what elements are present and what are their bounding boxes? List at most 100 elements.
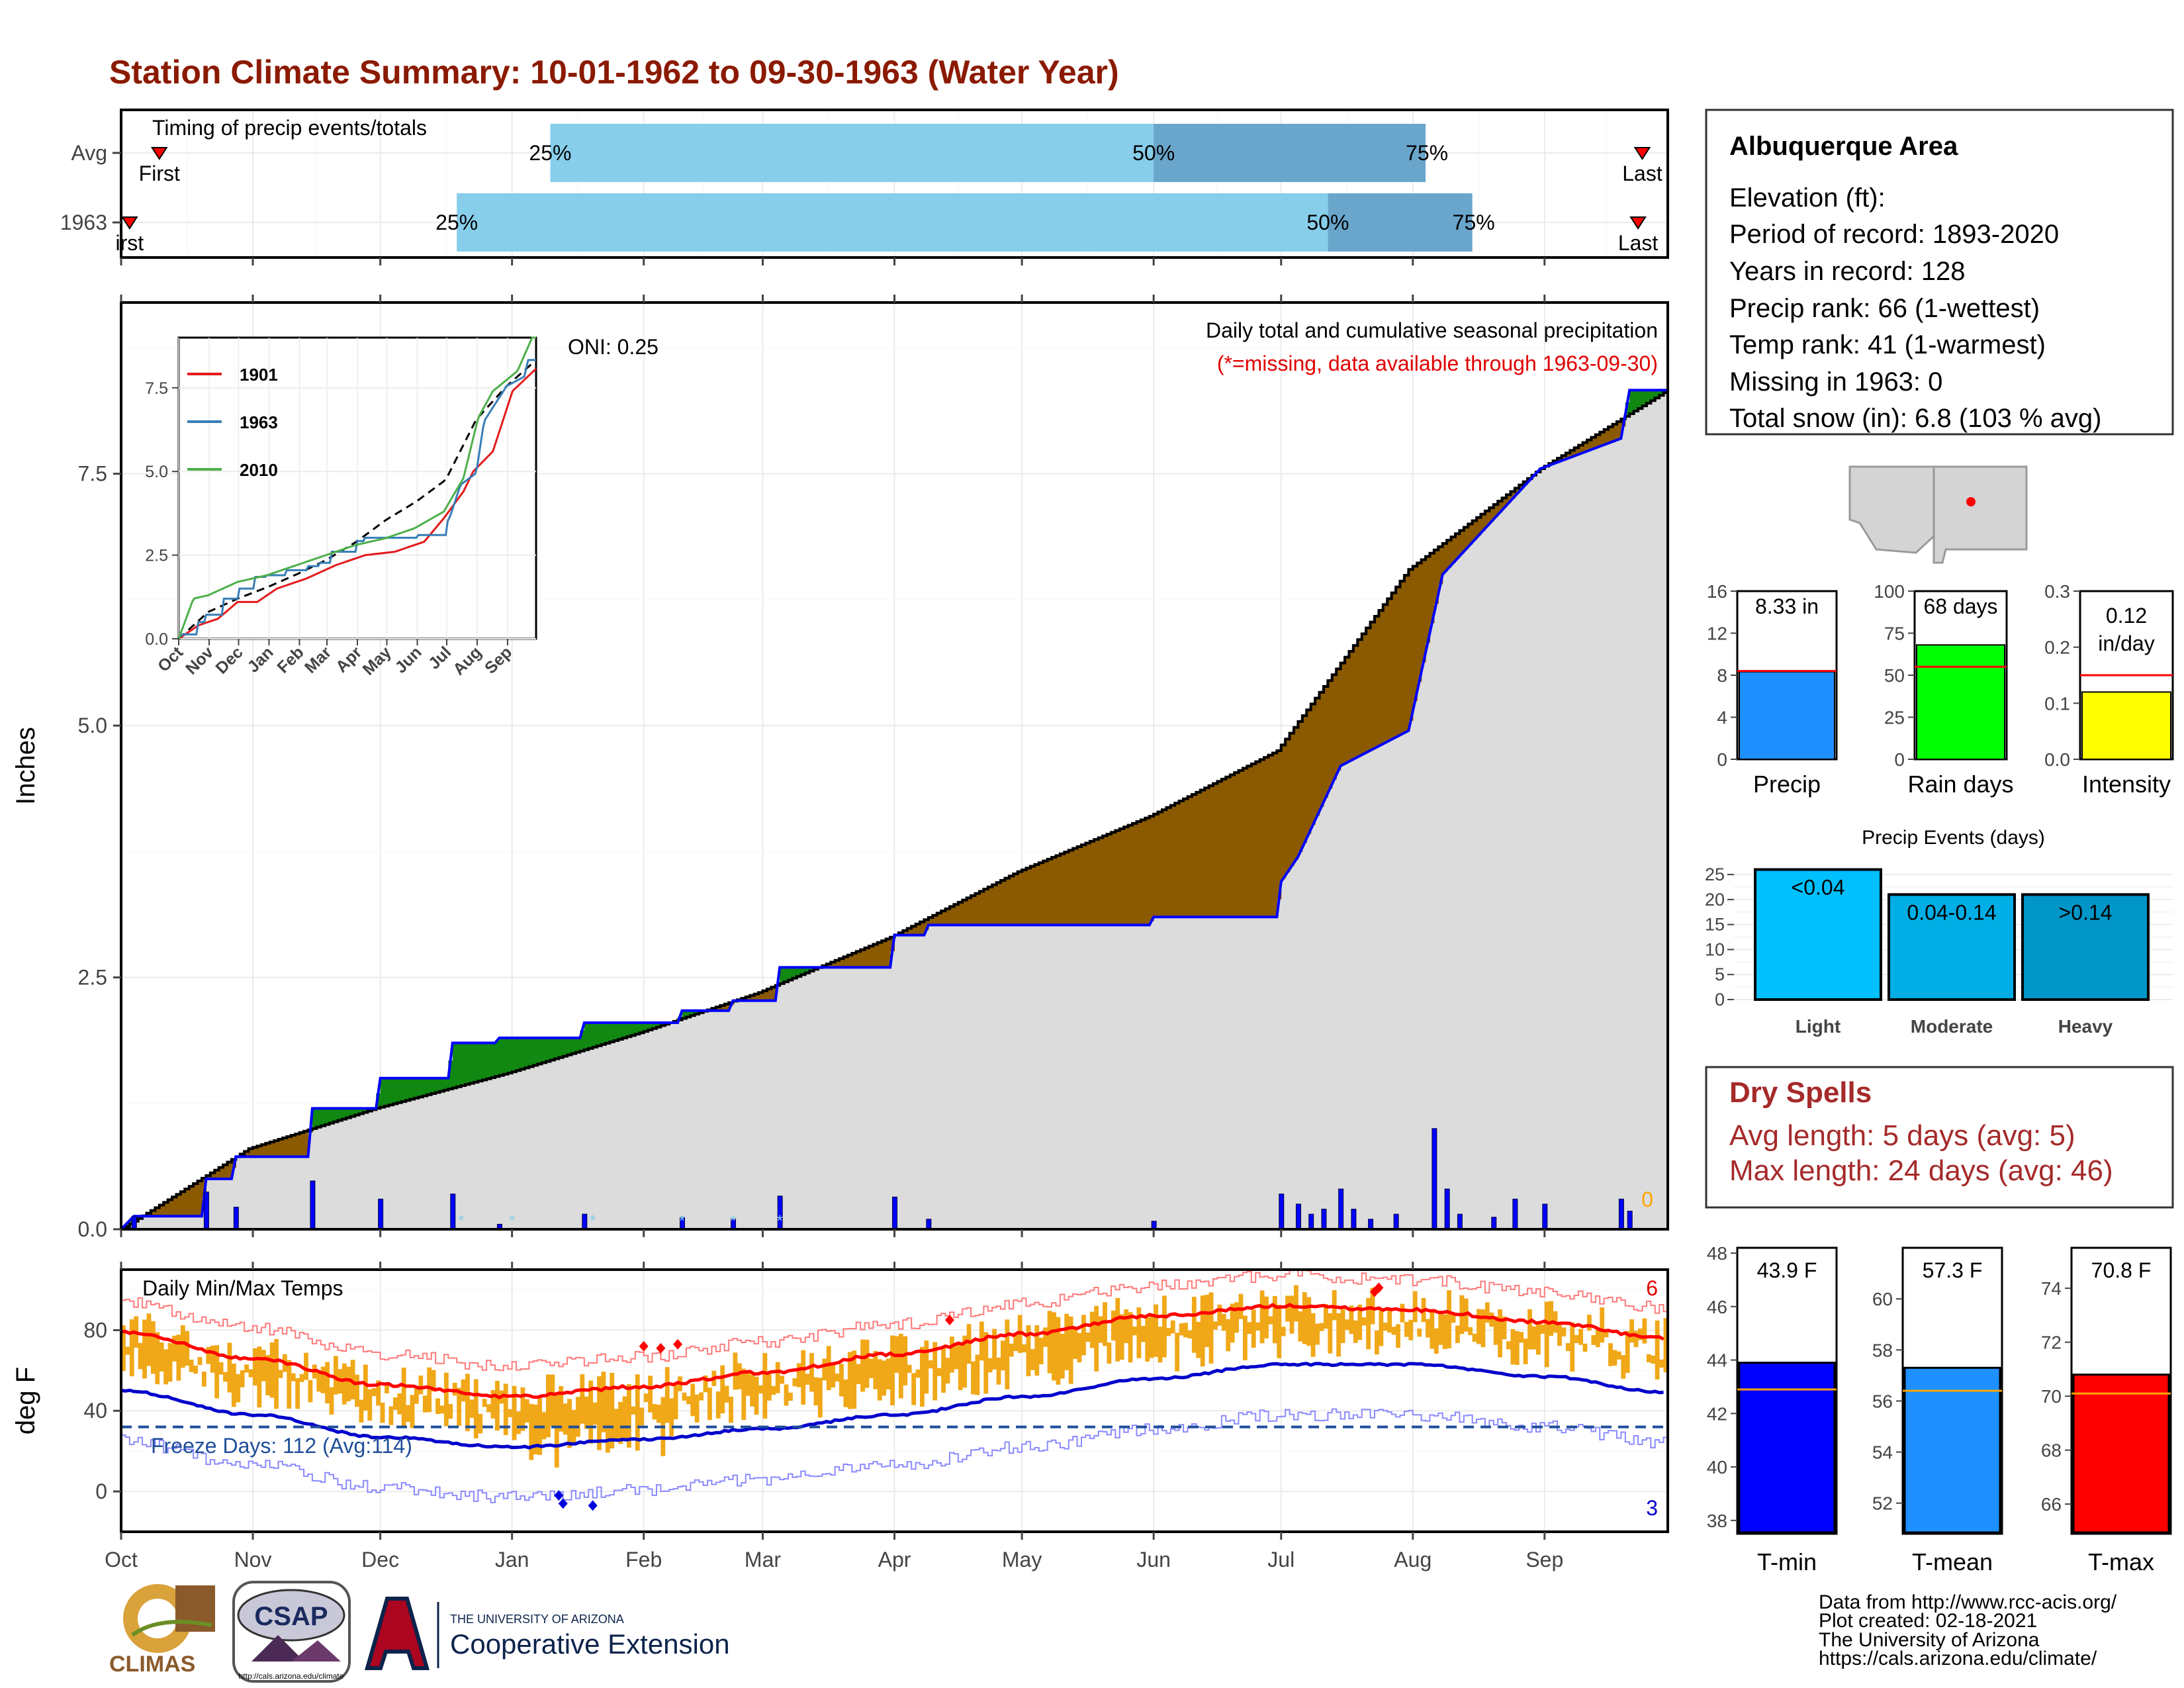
precip-diff-band [758,992,764,1001]
precip-diff-band [873,944,878,968]
daily-temp-bar [686,1396,691,1405]
precip-diff-band [682,1010,687,1019]
daily-precip-bar [582,1213,588,1230]
daily-temp-bar [159,1342,164,1372]
daily-temp-bar [1073,1329,1077,1359]
precip-diff-band [656,1023,661,1027]
daily-temp-bar [1026,1325,1031,1376]
daily-temp-bar [1196,1321,1201,1358]
month-label-feb: Feb [625,1548,662,1571]
precip-diff-band [745,996,751,1001]
daily-temp-bar [1565,1342,1570,1352]
csap-logo: CSAP http://cals.arizona.edu/climate [232,1581,351,1683]
precip-diff-band [346,1108,351,1118]
daily-temp-bar [210,1345,215,1373]
events-bar-label: Light [1796,1016,1841,1037]
daily-temp-bar [1226,1319,1231,1352]
precip-diff-band [1502,498,1507,508]
precip-diff-band [1451,537,1456,563]
precip-diff-band [1323,686,1328,798]
climas-logo: CLIMAS [109,1584,215,1677]
daily-temp-bar [1217,1304,1222,1326]
precip-diff-band [835,960,840,968]
precip-diff-band [414,1078,420,1098]
temp-bar-value: 57.3 F [1923,1258,1983,1282]
precip-diff-band [465,1043,471,1085]
precip-diff-band [1565,453,1570,459]
month-label-aug: Aug [1394,1548,1432,1571]
daily-temp-bar [852,1350,857,1409]
precip-diff-band [1259,759,1265,917]
precip-diff-band [618,1023,623,1040]
precip-diff-band [1140,820,1146,925]
daily-temp-bar [1154,1304,1158,1357]
daily-temp-bar [1022,1344,1026,1352]
daily-temp-bar [920,1346,925,1407]
daily-temp-bar [1438,1311,1443,1345]
precip-diff-band [1009,876,1014,925]
precip-diff-band [533,1037,538,1066]
daily-temp-bar [546,1374,551,1438]
precip-diff-band [1030,866,1035,925]
daily-temp-bar [1213,1321,1218,1330]
daily-temp-bar [520,1387,525,1431]
csap-logo-text: CSAP [254,1602,328,1631]
precip-diff-band [954,904,959,925]
events-title: Precip Events (days) [1862,827,2045,849]
precip-diff-band [1328,680,1333,789]
precip-diff-band [715,1007,721,1011]
temp-ytick-label: 0 [95,1479,107,1503]
precip-diff-band [478,1043,483,1082]
snow-marker: * [730,1212,736,1230]
precip-diff-band [588,1023,594,1049]
daily-temp-bar [703,1375,708,1393]
record-min-line [121,1408,1668,1503]
daily-temp-bar [1030,1348,1035,1370]
daily-temp-bar [550,1374,555,1427]
events-tick: 25 [1705,865,1725,884]
daily-temp-bar [652,1403,657,1420]
precip-diff-band [1107,834,1112,925]
inset-ytick-label: 0.0 [145,630,168,649]
station-line-1: Elevation (ft): [1729,183,1886,212]
month-label-dec: Dec [361,1548,399,1571]
daily-temp-bar [699,1392,704,1401]
precip-diff-band [1506,494,1512,504]
temp-bar-fill [2072,1374,2170,1534]
precip-diff-band [945,908,950,925]
daily-temp-bar [1442,1314,1447,1349]
precip-diff-band [1268,755,1273,917]
daily-temp-bar [197,1356,203,1366]
daily-temp-bar [737,1363,742,1389]
precip-diff-band [1026,868,1031,925]
temp-bar-tick: 38 [1707,1511,1727,1531]
daily-temp-bar [304,1352,308,1380]
daily-temp-bar [461,1379,466,1402]
mini-bar-label: Intensity [2082,771,2171,798]
precip-diff-band [338,1108,343,1121]
precip-diff-band [1052,857,1057,925]
precip-diff-band [839,959,844,968]
precip-diff-band [363,1108,368,1113]
daily-temp-bar [1013,1332,1019,1351]
precip-diff-band [541,1037,547,1063]
precip-diff-band [941,911,946,925]
precip-diff-band [1068,850,1073,925]
month-label-nov: Nov [234,1548,272,1571]
daily-precip-bar [1295,1203,1301,1230]
mini-bar-label: Precip [1753,771,1821,798]
timing-panel: Timing of precip events/totals Avg 1963 … [60,109,1669,259]
precip-diff-band [1370,622,1375,750]
precip-diff-band [406,1078,411,1101]
daily-temp-bar [350,1360,355,1399]
daily-temp-bar [559,1385,564,1432]
precip-diff-band [299,1132,304,1157]
precip-diff-band [563,1037,568,1056]
timing-p25-label-1: 25% [435,211,478,234]
precip-diff-band [1111,832,1116,925]
daily-temp-bar [1145,1317,1150,1362]
daily-precip-bar [1542,1203,1548,1230]
events-bar-label: Heavy [2058,1016,2113,1037]
precip-diff-band [1642,390,1647,406]
precip-diff-band [992,884,997,925]
